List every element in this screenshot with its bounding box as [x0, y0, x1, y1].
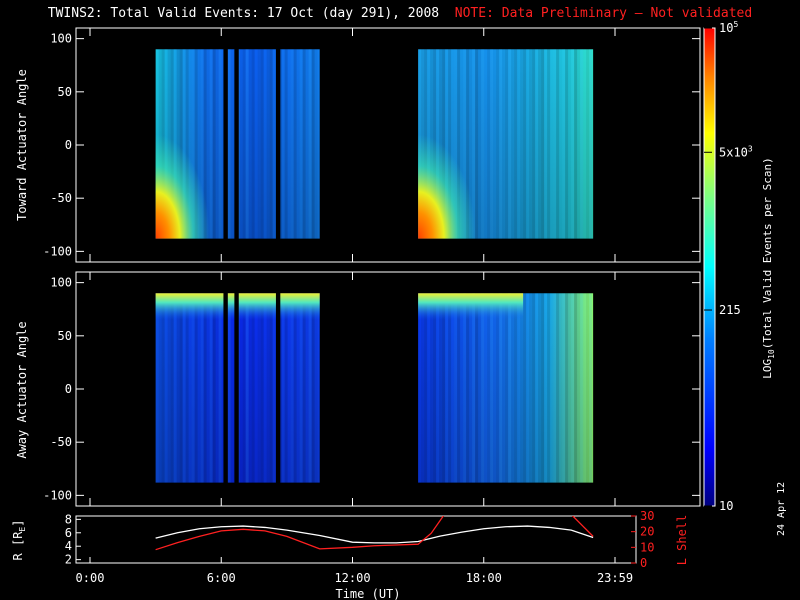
data-gap	[223, 292, 228, 484]
data-gap	[275, 292, 281, 484]
orbit-series-line	[155, 525, 594, 544]
title-note: NOTE: Data Preliminary — Not validated	[454, 6, 753, 21]
toward-panel: 100 50 0 -50 -100 Toward Actuator Angle	[15, 27, 701, 263]
orbit-xlabel: Time (UT)	[335, 587, 400, 600]
y-tick-label: 0	[65, 138, 72, 152]
away-panel: 100 50 0 -50 -100 Away Actuator Angle	[15, 271, 701, 507]
y-tick-label: 100	[50, 276, 72, 290]
right-tick-label: 20	[640, 525, 654, 539]
orbit-right-label: L Shell	[675, 515, 689, 566]
right-tick-label: 30	[640, 509, 654, 523]
colorbar-label: LOG10(Total Valid Events per Scan)	[761, 157, 776, 379]
left-tick-label: 2	[65, 553, 72, 567]
title-main: TWINS2: Total Valid Events: 17 Oct (day …	[47, 6, 440, 21]
y-tick-label: -100	[43, 488, 72, 502]
x-tick-label: 23:59	[597, 571, 633, 585]
data-gap	[234, 48, 239, 240]
left-tick-label: 4	[65, 539, 72, 553]
colorbar-tick-label: 10	[719, 499, 733, 513]
colorbar-tick-label: 5x103	[719, 144, 753, 159]
x-tick-label: 6:00	[207, 571, 236, 585]
y-tick-label: -50	[50, 191, 72, 205]
colorbar-tick-label: 105	[719, 20, 738, 35]
toward-ylabel: Toward Actuator Angle	[15, 69, 29, 221]
y-tick-label: -100	[43, 244, 72, 258]
right-tick-label: 0	[640, 556, 647, 570]
data-gap	[223, 48, 228, 240]
colorbar-tick-label: 215	[719, 303, 741, 317]
colorbar-gradient	[703, 27, 716, 507]
x-tick-label: 18:00	[466, 571, 502, 585]
top-band	[418, 293, 524, 320]
generation-date: 24 Apr 12	[776, 481, 787, 536]
left-tick-label: 6	[65, 526, 72, 540]
y-tick-label: -50	[50, 435, 72, 449]
chart-title: TWINS2: Total Valid Events: 17 Oct (day …	[0, 6, 800, 21]
orbit-series-line	[155, 516, 594, 551]
orbit-frame	[75, 515, 637, 564]
away-heatmap	[155, 292, 594, 484]
hot-spot	[155, 134, 210, 239]
data-gap	[234, 292, 239, 484]
orbit-left-label: R [RE]	[11, 520, 27, 561]
toward-heatmap	[155, 48, 594, 240]
left-tick-label: 8	[65, 512, 72, 526]
colorbar: 105 5x103 215 10 LOG10(Total Valid Events p…	[703, 20, 776, 513]
right-tick-label: 10	[640, 540, 654, 554]
y-tick-label: 50	[58, 329, 72, 343]
x-tick-label: 12:00	[334, 571, 370, 585]
away-ylabel: Away Actuator Angle	[15, 321, 29, 458]
x-tick-label: 0:00	[76, 571, 105, 585]
heat-shade	[418, 293, 594, 483]
hot-spot	[418, 134, 476, 239]
y-tick-label: 100	[50, 32, 72, 46]
y-tick-label: 0	[65, 382, 72, 396]
y-tick-label: 50	[58, 85, 72, 99]
data-gap	[275, 48, 281, 240]
